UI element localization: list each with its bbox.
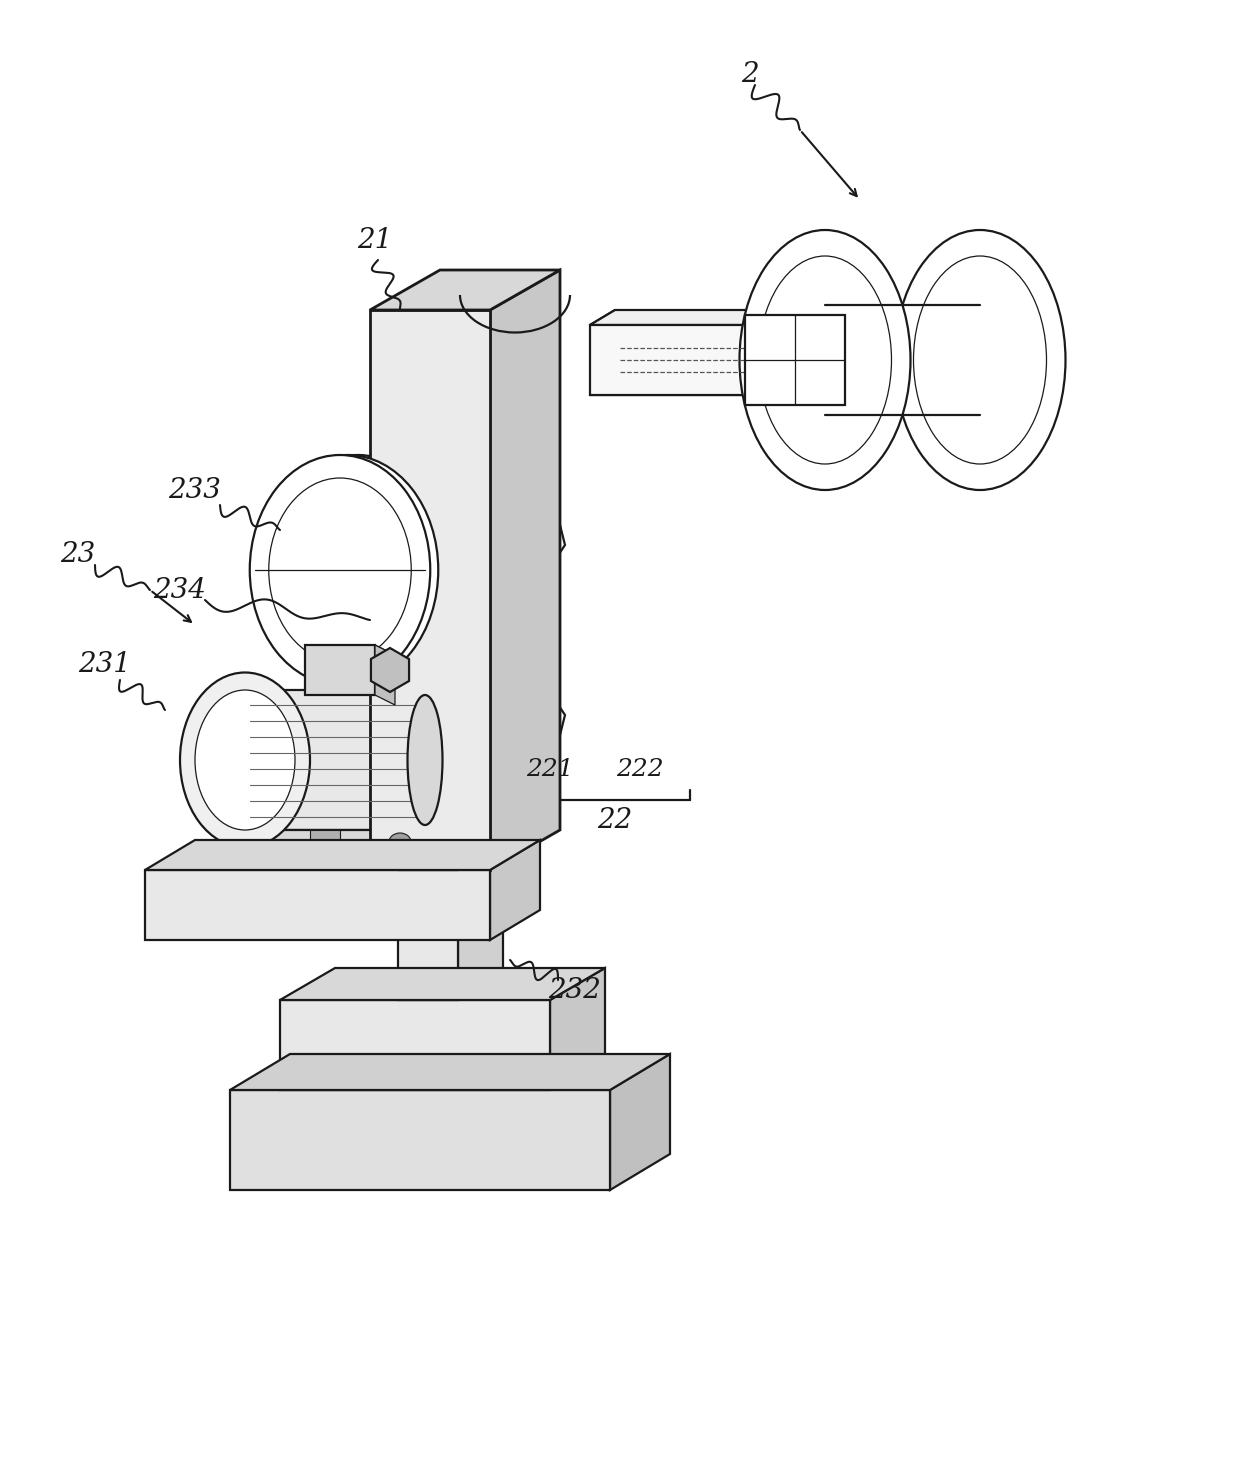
Ellipse shape xyxy=(195,690,295,830)
Polygon shape xyxy=(246,690,425,830)
Polygon shape xyxy=(590,309,844,326)
Polygon shape xyxy=(458,844,503,1000)
Polygon shape xyxy=(229,1089,610,1190)
Polygon shape xyxy=(371,648,409,693)
Ellipse shape xyxy=(180,672,310,848)
Text: 222: 222 xyxy=(616,758,663,781)
Polygon shape xyxy=(745,315,844,406)
Ellipse shape xyxy=(249,454,430,685)
Polygon shape xyxy=(370,269,560,309)
Ellipse shape xyxy=(739,229,910,490)
Ellipse shape xyxy=(389,833,410,851)
Polygon shape xyxy=(370,309,490,870)
Text: 234: 234 xyxy=(154,577,206,604)
Polygon shape xyxy=(610,1054,670,1190)
Polygon shape xyxy=(280,1000,551,1089)
Text: 233: 233 xyxy=(169,477,222,503)
Ellipse shape xyxy=(268,454,448,685)
Polygon shape xyxy=(310,830,340,860)
Ellipse shape xyxy=(269,478,412,662)
Polygon shape xyxy=(145,841,539,870)
Polygon shape xyxy=(551,968,605,1089)
Text: 22: 22 xyxy=(598,807,632,833)
Polygon shape xyxy=(398,870,458,1000)
Polygon shape xyxy=(229,1054,670,1089)
Text: 221: 221 xyxy=(526,758,574,781)
Text: 232: 232 xyxy=(548,977,601,1003)
Polygon shape xyxy=(490,511,565,750)
Ellipse shape xyxy=(408,696,443,824)
Polygon shape xyxy=(145,870,490,940)
Polygon shape xyxy=(305,645,374,696)
Text: 231: 231 xyxy=(78,651,131,678)
Polygon shape xyxy=(590,326,825,395)
Text: 2: 2 xyxy=(742,62,759,89)
Ellipse shape xyxy=(759,256,892,465)
Ellipse shape xyxy=(258,454,438,685)
Polygon shape xyxy=(490,269,560,870)
Ellipse shape xyxy=(277,478,419,662)
Ellipse shape xyxy=(914,256,1047,465)
Polygon shape xyxy=(490,841,539,940)
Ellipse shape xyxy=(894,229,1065,490)
Polygon shape xyxy=(374,645,396,704)
Text: 23: 23 xyxy=(61,542,95,568)
Polygon shape xyxy=(219,830,430,860)
Text: 21: 21 xyxy=(357,226,393,253)
Polygon shape xyxy=(398,844,503,870)
Polygon shape xyxy=(305,645,396,656)
Polygon shape xyxy=(280,968,605,1000)
Ellipse shape xyxy=(286,478,429,662)
